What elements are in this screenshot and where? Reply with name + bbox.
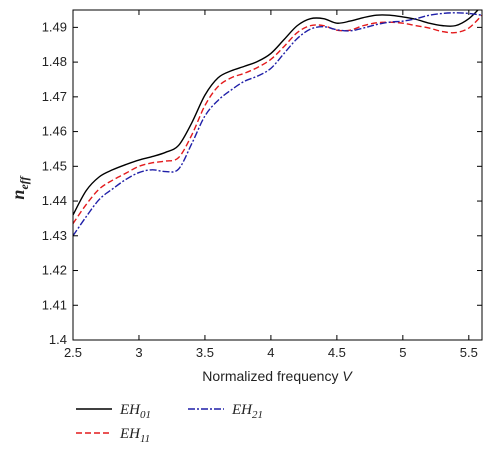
x-tick-label: 3 (135, 345, 142, 360)
legend-item-eh21: EH21 (188, 402, 263, 421)
y-tick-label: 1.46 (42, 124, 67, 139)
y-tick-label: 1.41 (42, 297, 67, 312)
y-tick-label: 1.47 (42, 89, 67, 104)
y-tick-label: 1.48 (42, 54, 67, 69)
y-tick-label: 1.42 (42, 263, 67, 278)
x-tick-label: 4.5 (328, 345, 346, 360)
series-layer (73, 10, 482, 237)
y-tick-label: 1.4 (49, 332, 67, 347)
y-tick-label: 1.44 (42, 193, 67, 208)
y-tick-label: 1.45 (42, 158, 67, 173)
legend-label-eh11: EH11 (119, 426, 150, 445)
series-line-eh21 (73, 12, 482, 237)
legend-item-eh01: EH01 (76, 402, 151, 421)
y-axis-label: neff (8, 175, 31, 199)
y-tick-label: 1.49 (42, 19, 67, 34)
legend-label-eh01: EH01 (119, 402, 151, 421)
ticks-layer: 2.5 3 3.5 4 4.5 5 5.5 1.4 1.41 1.42 1.43 1.44 1.45 1.… (42, 10, 482, 360)
series-line-eh01 (73, 10, 479, 216)
x-tick-label: 4 (267, 345, 274, 360)
x-tick-label: 3.5 (196, 345, 214, 360)
legend-label-eh21: EH21 (231, 402, 263, 421)
series-line-eh11 (73, 14, 482, 225)
x-tick-label: 2.5 (64, 345, 82, 360)
plot-frame (72, 9, 483, 341)
x-tick-label: 5.5 (460, 345, 478, 360)
y-tick-label: 1.43 (42, 228, 67, 243)
x-tick-label: 5 (399, 345, 406, 360)
x-axis-label: Normalized frequency V (202, 368, 353, 384)
legend: EH01 EH11 EH21 (76, 402, 263, 445)
legend-item-eh11: EH11 (76, 426, 150, 445)
